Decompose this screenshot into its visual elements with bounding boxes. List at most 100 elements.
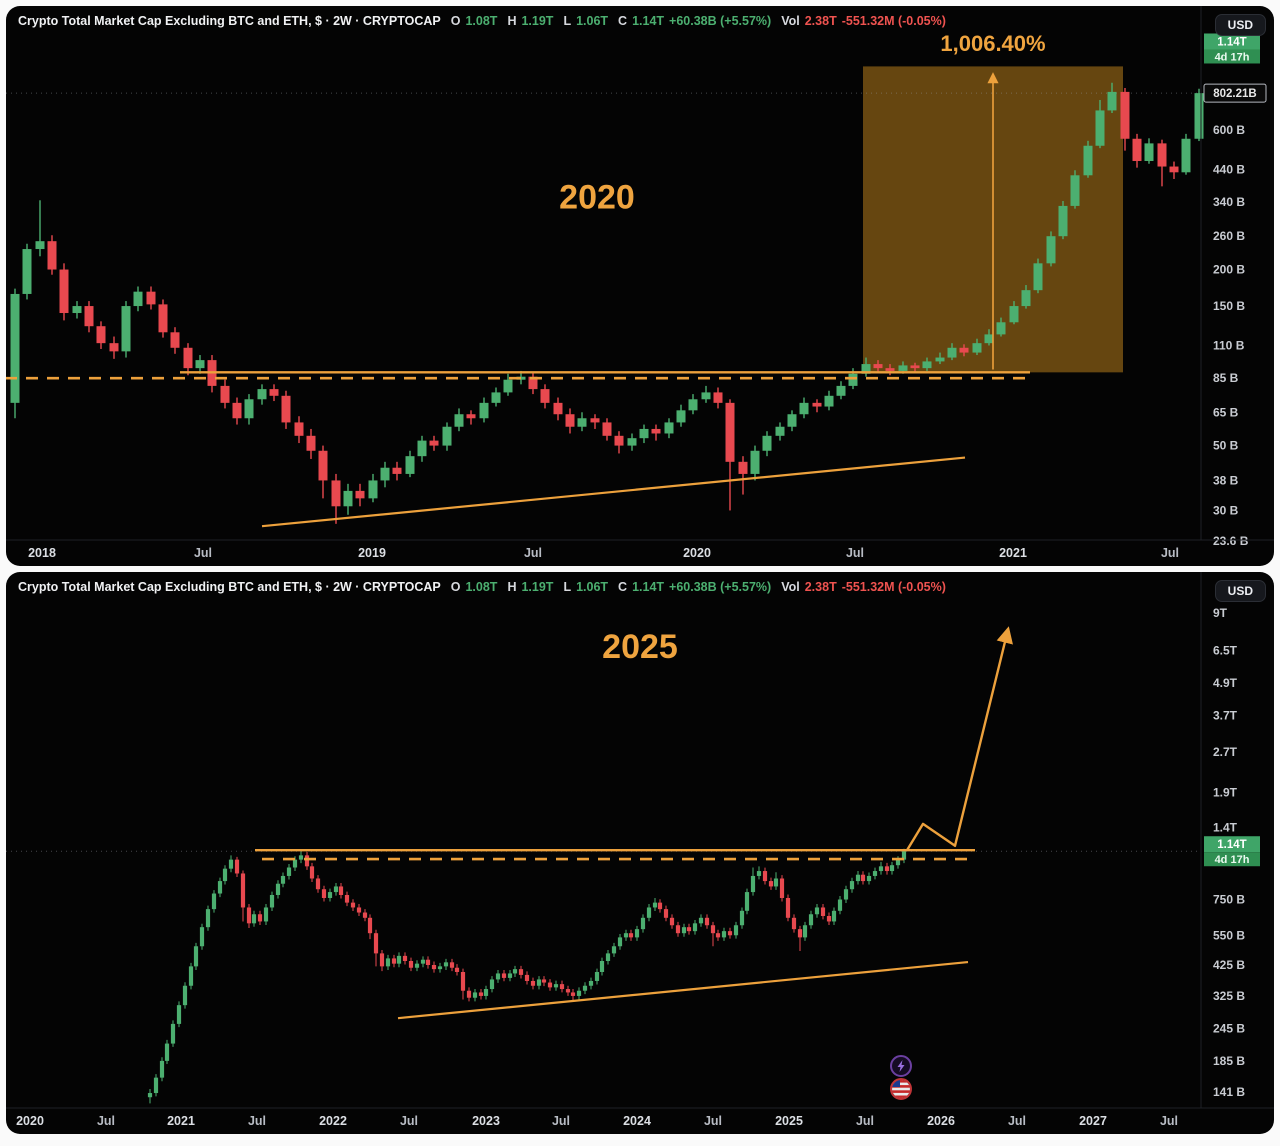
- candle-body: [750, 875, 756, 893]
- event-icon-lightning[interactable]: [890, 1055, 912, 1077]
- candle-body: [437, 966, 443, 970]
- candle-body: [222, 868, 228, 882]
- candle-body: [193, 946, 199, 967]
- candle-body: [843, 889, 849, 900]
- symbol-title[interactable]: Crypto Total Market Cap Excluding BTC an…: [18, 14, 441, 28]
- candle-body: [1046, 236, 1056, 264]
- price-tick-label: 150 B: [1213, 299, 1245, 313]
- candle-body: [292, 859, 298, 868]
- candle-body: [738, 461, 748, 474]
- candle-body: [528, 376, 538, 390]
- us-flag-icon: [892, 1080, 910, 1098]
- high-label: H: [507, 580, 517, 594]
- price-tick-label: 141 B: [1213, 1085, 1245, 1099]
- time-tick-label: Jul: [97, 1114, 115, 1128]
- candle-body: [512, 969, 518, 974]
- price-badge-countdown: [1204, 852, 1260, 867]
- support-trendline[interactable]: [397, 960, 969, 1020]
- candle-body: [536, 979, 542, 986]
- last-price-label: [1203, 83, 1267, 103]
- support-trendline[interactable]: [261, 456, 966, 528]
- price-badge: [1204, 836, 1260, 853]
- symbol-title[interactable]: Crypto Total Market Cap Excluding BTC an…: [18, 580, 441, 594]
- candle-body: [787, 414, 797, 427]
- candle-body: [304, 855, 310, 867]
- candle-body: [627, 438, 637, 446]
- candle-body: [479, 402, 489, 419]
- candle-body: [530, 980, 536, 986]
- candle-body: [257, 914, 263, 922]
- candle-body: [657, 902, 663, 910]
- price-badge-price: 1.14T: [1217, 36, 1246, 48]
- time-tick-label: Jul: [856, 1114, 874, 1128]
- volume-change-value: -551.32M (-0.05%): [841, 580, 946, 594]
- open-label: O: [450, 14, 461, 28]
- price-chart-2025[interactable]: 2025 9T 6.5T 4.9T 3.7T 2.7T 1.9T 1.4T 750 B 550 B…: [6, 572, 1274, 1134]
- candle-body: [972, 343, 982, 353]
- currency-toggle-button[interactable]: USD: [1214, 580, 1266, 602]
- candle-body: [799, 402, 809, 415]
- candle-body: [489, 979, 495, 990]
- candle-body: [483, 989, 489, 996]
- candle-body: [873, 364, 883, 369]
- candle-body: [756, 871, 762, 876]
- price-badge-price: 1.14T: [1217, 839, 1246, 851]
- breakout-zigzag-arrow[interactable]: [905, 626, 1013, 851]
- candle-body: [1120, 91, 1130, 139]
- candle-body: [812, 402, 822, 407]
- price-tick-label: 340 B: [1213, 195, 1245, 209]
- candle-body: [379, 953, 385, 967]
- candle-body: [315, 878, 321, 890]
- candle-body: [614, 435, 624, 446]
- candle-body: [651, 428, 661, 434]
- price-chart-2020[interactable]: 1,006.40% 2020 600 B 440 B 340 B 260 B 200 B 15…: [6, 6, 1274, 566]
- candle-body: [269, 389, 279, 396]
- candle-body: [170, 332, 180, 348]
- candle-body: [849, 881, 855, 890]
- candle-body: [826, 916, 832, 922]
- price-badge: [1204, 33, 1260, 50]
- price-badge-countdown-text: 4d 17h: [1215, 51, 1250, 63]
- candle-body: [420, 959, 426, 964]
- candle-body: [710, 925, 716, 934]
- price-scale[interactable]: 9T 6.5T 4.9T 3.7T 2.7T 1.9T 1.4T 750 B 550 B 425 …: [1213, 606, 1245, 1099]
- candle-body: [878, 866, 884, 872]
- price-scale[interactable]: 600 B 440 B 340 B 260 B 200 B 150 B 110 B 85 B 6…: [1213, 123, 1249, 548]
- candle-body: [153, 1077, 159, 1094]
- candle-body: [188, 966, 194, 986]
- price-tick-label: 50 B: [1213, 439, 1239, 453]
- candle-body: [217, 881, 223, 894]
- open-label: O: [450, 580, 461, 594]
- candle-body: [281, 395, 291, 423]
- event-icon-us-flag[interactable]: [890, 1078, 912, 1100]
- volume-change-value: -551.32M (-0.05%): [841, 14, 946, 28]
- chart-panel-2025: 2025 9T 6.5T 4.9T 3.7T 2.7T 1.9T 1.4T 750 B 550 B…: [6, 572, 1274, 1134]
- time-axis[interactable]: 2018 Jul 2019 Jul 2020 Jul 2021 Jul: [28, 546, 1179, 560]
- candle-body: [725, 402, 735, 462]
- candle-body: [861, 364, 871, 374]
- candle-body: [860, 874, 866, 882]
- candle-body: [669, 917, 675, 926]
- candle-body: [396, 955, 402, 964]
- low-value: 1.06T: [576, 14, 609, 28]
- candle-body: [831, 910, 837, 922]
- candle-body: [84, 306, 94, 327]
- candle-body: [866, 875, 872, 882]
- time-axis[interactable]: 2020 Jul 2021 Jul 2022 Jul 2023 Jul 2024 Jul 2025 J…: [16, 1114, 1178, 1128]
- candle-body: [594, 971, 600, 981]
- candle-body: [350, 902, 356, 908]
- candle-body: [628, 933, 634, 938]
- currency-toggle-button[interactable]: USD: [1214, 14, 1266, 36]
- candle-body: [414, 963, 420, 968]
- candle-body: [704, 917, 710, 926]
- candle-body: [565, 989, 571, 993]
- candle-body: [392, 467, 402, 474]
- time-tick-label: 2023: [472, 1114, 500, 1128]
- high-label: H: [507, 14, 517, 28]
- candle-body: [257, 389, 267, 400]
- candle-body: [559, 984, 565, 990]
- candle-body: [491, 392, 501, 403]
- candle-body: [872, 871, 878, 876]
- candle-body: [269, 894, 275, 908]
- candle-body: [232, 402, 242, 419]
